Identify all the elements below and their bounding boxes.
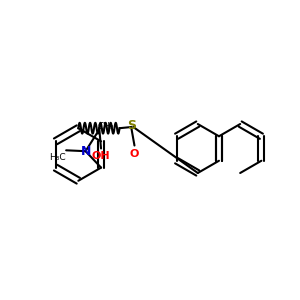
Text: H₃C: H₃C <box>49 153 65 162</box>
Text: OH: OH <box>92 152 110 161</box>
Text: S: S <box>127 119 136 132</box>
Text: O: O <box>130 148 139 158</box>
Text: CH₃: CH₃ <box>98 122 114 131</box>
Text: N: N <box>80 145 91 158</box>
